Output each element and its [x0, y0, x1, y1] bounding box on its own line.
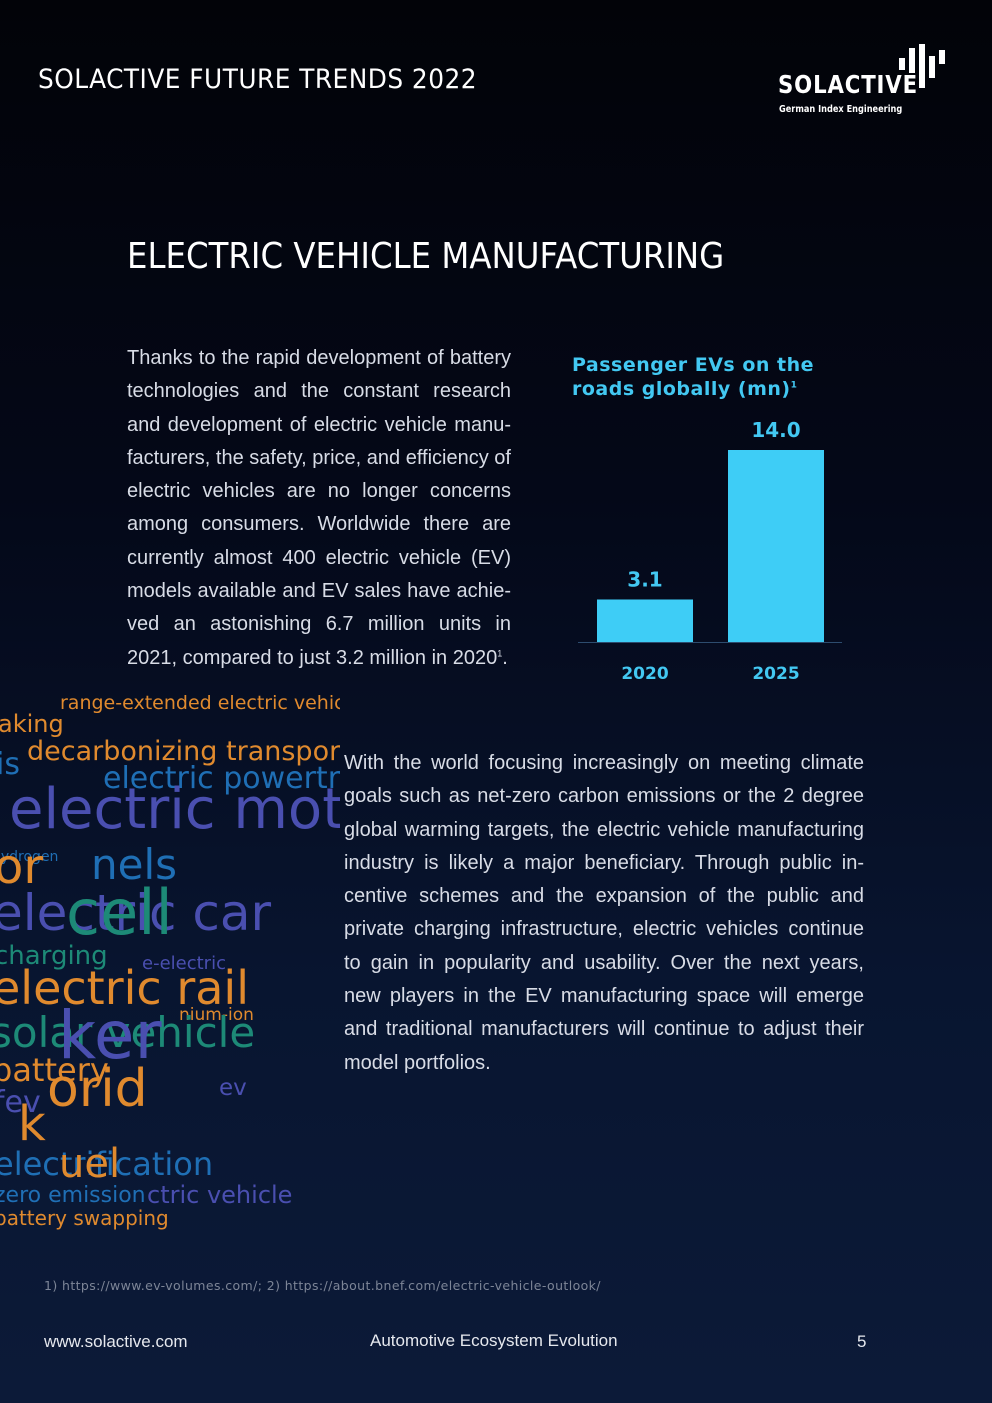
bar-2020: [597, 599, 693, 642]
word-cloud-term: battery: [0, 1051, 109, 1089]
source-footnote: 1) https://www.ev-volumes.com/; 2) https…: [44, 1278, 601, 1293]
chart-title: Passenger EVs on the roads globally (mn)…: [572, 353, 832, 401]
word-cloud-term: ker: [58, 997, 162, 1074]
outlook-paragraph: With the world focusing increasingly on …: [344, 752, 864, 1074]
word-cloud-term: orid: [47, 1059, 148, 1119]
logo-wordmark: SOLACTIVE: [778, 70, 918, 99]
word-cloud-term: e-electric: [142, 953, 226, 974]
word-cloud-term: electric powertrain: [103, 761, 340, 796]
solactive-logo: SOLACTIVE German Index Engineering: [778, 44, 953, 120]
word-cloud: range-extended electric vehicle aking deca…: [0, 690, 340, 1235]
section-title: ELECTRIC VEHICLE MANUFACTURING: [127, 236, 725, 277]
word-cloud-term: solar vehicle: [0, 1008, 256, 1057]
word-cloud-term: decarbonizing transport: [27, 736, 340, 767]
chart-title-text: Passenger EVs on the roads globally (mn): [572, 354, 815, 400]
word-cloud-term: hydrogen: [0, 849, 59, 865]
word-cloud-term: electric rail: [0, 961, 249, 1015]
word-cloud-term: charging: [0, 941, 108, 971]
word-cloud-term: cell: [66, 876, 173, 949]
logo-bars-icon: [899, 44, 945, 88]
word-cloud-term: k: [18, 1096, 46, 1152]
chart-title-footnote: 1: [790, 380, 798, 391]
word-cloud-term: electric car: [0, 884, 272, 942]
logo-tagline: German Index Engineering: [779, 104, 903, 115]
intro-paragraph: Thanks to the rapid development of batte…: [127, 342, 511, 675]
intro-paragraph-end: .: [502, 646, 508, 669]
word-cloud-term: ev: [219, 1075, 247, 1101]
word-cloud-term: electric motor: [9, 777, 340, 842]
word-cloud-term: ctric vehicle: [147, 1181, 293, 1209]
page-number: 5: [857, 1332, 867, 1351]
ev-bar-chart: 3.1 2020 14.0 2025: [578, 418, 842, 684]
category-label: 2025: [752, 664, 799, 684]
word-cloud-term: nels: [91, 840, 178, 889]
bar-2025: [728, 450, 824, 642]
word-cloud-term: zero emission: [0, 1183, 146, 1208]
footer-document-title: Automotive Ecosystem Evolution: [370, 1331, 618, 1350]
category-label: 2020: [621, 664, 668, 684]
word-cloud-term: electrification: [0, 1145, 214, 1183]
bar-value-label: 3.1: [627, 567, 662, 591]
footnote-ref: 1: [497, 648, 503, 659]
footer-website: www.solactive.com: [44, 1332, 188, 1351]
word-cloud-term: uel: [59, 1141, 121, 1187]
word-cloud-term: range-extended electric vehicle: [60, 692, 340, 714]
bar-value-label: 14.0: [751, 418, 800, 442]
word-cloud-term: fev: [0, 1085, 41, 1120]
word-cloud-term: nium-ion: [179, 1005, 254, 1025]
intro-paragraph-text: Thanks to the rapid development of batte…: [127, 347, 511, 669]
word-cloud-term: battery swapping: [0, 1206, 169, 1230]
word-cloud-term: is: [0, 747, 20, 782]
word-cloud-term: aking: [0, 710, 64, 738]
report-title: SOLACTIVE FUTURE TRENDS 2022: [38, 64, 477, 95]
word-cloud-term: or: [0, 839, 44, 895]
